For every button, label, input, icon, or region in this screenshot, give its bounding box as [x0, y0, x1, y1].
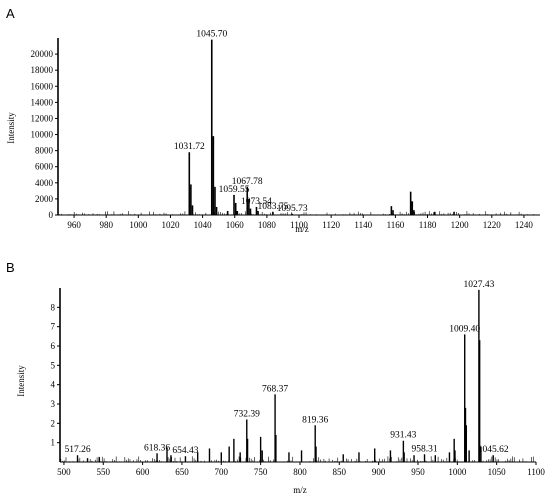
peak-label: 618.36: [144, 443, 170, 453]
peak-label: 1045.62: [478, 445, 509, 455]
peak-label: 1095.73: [277, 204, 308, 214]
x-tick-label: 1200: [451, 220, 470, 230]
y-tick-label: 2: [51, 418, 56, 428]
y-tick-label: 0: [49, 210, 54, 220]
x-tick-label: 1040: [194, 220, 213, 230]
y-tick-label: 14000: [31, 97, 54, 107]
x-tick-label: 550: [97, 467, 111, 477]
peak-label: 1045.70: [196, 30, 227, 40]
x-tick-label: 1020: [161, 220, 180, 230]
y-tick-label: 16000: [31, 81, 54, 91]
peak-labels-b: 517.26 618.36 654.43 732.39 768.37 819.36 931.…: [64, 280, 508, 456]
baseline-noise-b: [60, 456, 534, 462]
noise-trace: [60, 456, 534, 462]
y-tick-label: 6000: [35, 162, 54, 172]
x-tick-label: 500: [57, 467, 71, 477]
x-axis-label-a: m/z: [295, 224, 309, 234]
x-tick-label: 1240: [515, 220, 534, 230]
chart-panel-b: B 517.26 618.36 654.43 732.39 768.37 819.36 93…: [6, 260, 545, 495]
chart-panel-a: A 1031.721045.701059.551067.781073.54108…: [6, 6, 540, 234]
x-tick-label: 850: [333, 467, 347, 477]
peak-label: 819.36: [302, 415, 328, 425]
peak-label: 1083.75: [257, 202, 288, 212]
y-tick-label: 2000: [35, 194, 54, 204]
peak-label: 1027.43: [463, 280, 494, 290]
peak-label: 958.31: [411, 444, 437, 454]
peak-label: 1009.40: [449, 324, 480, 334]
peak-label: 768.37: [262, 384, 288, 394]
x-tick-label: 1180: [419, 220, 437, 230]
y-tick-label: 7: [51, 322, 56, 332]
peak-label: 517.26: [64, 445, 90, 455]
y-tick-label: 10000: [31, 130, 54, 140]
y-tick-label: 3: [51, 399, 56, 409]
y-tick-label: 20000: [31, 49, 54, 59]
x-tick-label: 650: [175, 467, 189, 477]
x-tick-label: 900: [372, 467, 386, 477]
x-tick-label: 1160: [387, 220, 405, 230]
y-tick-label: 4: [51, 380, 56, 390]
peak-label: 732.39: [234, 409, 260, 419]
peak-label: 654.43: [172, 446, 198, 456]
x-tick-label: 1000: [448, 467, 467, 477]
y-tick-label: 6: [51, 341, 56, 351]
x-tick-label: 1060: [226, 220, 245, 230]
x-tick-label: 1080: [258, 220, 277, 230]
peak-label: 1067.78: [232, 177, 263, 187]
x-tick-label: 1000: [129, 220, 148, 230]
x-tick-label: 800: [293, 467, 307, 477]
x-tick-label: 1050: [488, 467, 507, 477]
x-tick-label: 1100: [527, 467, 545, 477]
x-tick-label: 600: [136, 467, 150, 477]
y-tick-label: 18000: [31, 65, 54, 75]
peak-label: 1059.55: [219, 185, 250, 195]
x-tick-label: 750: [254, 467, 268, 477]
x-tick-label: 960: [67, 220, 81, 230]
y-tick-label: 4000: [35, 178, 54, 188]
y-axis-label-b: Intensity: [16, 365, 26, 397]
peaks-a: [188, 39, 455, 215]
x-tick-label: 1220: [483, 220, 502, 230]
y-tick-label: 8000: [35, 146, 54, 156]
peak-label: 1073.54: [241, 197, 272, 207]
y-tick-label: 5: [51, 360, 56, 370]
peak-label: 931.43: [390, 431, 416, 441]
x-tick-label: 1140: [354, 220, 372, 230]
axes-b: 1 2 3 4 5 6 7 8 500 550 600 650 700 750 800 850 900 950 10…: [51, 288, 545, 477]
x-tick-label: 980: [99, 220, 113, 230]
y-tick-label: 8: [51, 302, 56, 312]
panel-label-a: A: [6, 6, 15, 21]
x-tick-label: 1100: [290, 220, 308, 230]
x-tick-label: 700: [215, 467, 229, 477]
y-tick-label: 1: [51, 438, 56, 448]
x-axis-label-b: m/z: [293, 485, 307, 495]
peak-label: 1031.72: [174, 142, 205, 152]
axes-a: 0 2000 4000 6000 8000 10000 12000 14000 16000 180…: [31, 38, 540, 230]
peaks-b: [76, 289, 494, 462]
panel-label-b: B: [6, 260, 15, 275]
x-tick-label: 950: [411, 467, 425, 477]
x-tick-label: 1120: [322, 220, 340, 230]
y-axis-label-a: Intensity: [6, 112, 16, 144]
y-tick-label: 12000: [31, 113, 54, 123]
